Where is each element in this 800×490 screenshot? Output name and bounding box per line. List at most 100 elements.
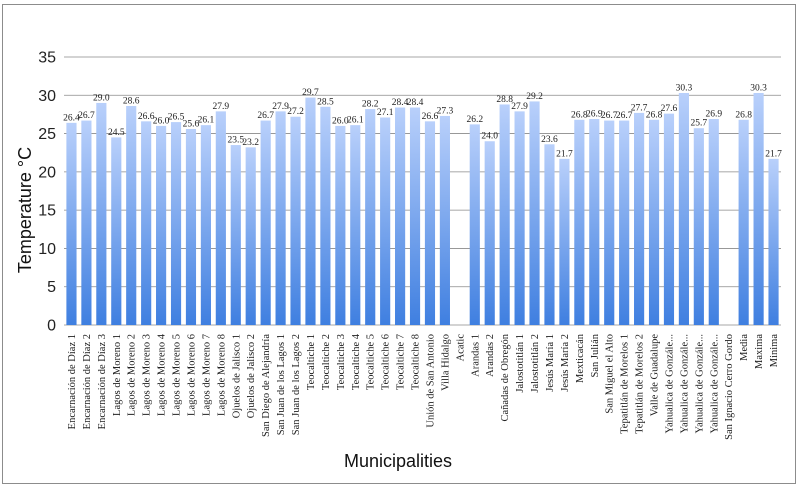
x-tick-label: Lagos de Moreno 3 [142, 334, 153, 416]
data-label: 26.2 [466, 115, 483, 125]
data-label: 27.7 [631, 103, 648, 113]
x-tick-label: Teocaltiche 3 [336, 334, 347, 390]
data-label: 21.7 [556, 149, 573, 159]
y-tick-label: 20 [38, 164, 56, 181]
bar [200, 125, 211, 325]
data-label: 29.2 [526, 92, 543, 102]
bar [111, 137, 122, 325]
x-tick-label: Jalostotitlán 1 [515, 334, 526, 393]
data-label: 27.9 [511, 102, 528, 112]
bar [589, 119, 600, 325]
bar [185, 128, 197, 325]
y-tick-label: 0 [47, 318, 56, 335]
data-label: 28.6 [123, 97, 140, 107]
data-label: 26.0 [153, 116, 170, 126]
data-label: 26.6 [138, 112, 155, 122]
data-label: 26.1 [347, 116, 364, 126]
bar [126, 106, 137, 326]
y-tick-label: 15 [38, 203, 56, 220]
data-label: 26.5 [168, 113, 185, 123]
data-labels: 26.426.729.024.528.626.626.026.525.626.1… [63, 83, 782, 159]
bar [335, 125, 346, 326]
y-tick-label: 5 [47, 279, 56, 296]
x-tick-label: Minima [769, 334, 780, 368]
data-label: 25.6 [183, 119, 200, 129]
x-tick-label: Mexticacán [575, 333, 586, 383]
data-label: 23.6 [541, 135, 558, 145]
data-label: 24.0 [481, 132, 498, 142]
x-tick-label: Jesús María 1 [545, 334, 556, 392]
y-axis-ticks: 0 5 10 15 20 25 30 35 [38, 50, 56, 335]
chart-frame: 26.4 26.7 29.0 24.5 28.6 26.6 26.0 26.5 25.6 26.1… [2, 4, 796, 484]
x-tick-label: Yahualica de Gonzále... [709, 334, 720, 434]
y-axis-title: Temperature °C [15, 147, 35, 273]
data-label: 26.8 [646, 110, 663, 120]
data-label: 27.3 [437, 106, 454, 116]
data-label: 27.1 [377, 108, 394, 118]
x-tick-label: San Ignacio Cerro Gordo [724, 334, 735, 440]
bar [678, 92, 689, 325]
data-label: 26.9 [586, 110, 603, 120]
bar [693, 128, 704, 325]
bar [275, 111, 286, 325]
bar [663, 113, 675, 325]
x-tick-label: Lagos de Moreno 2 [127, 334, 138, 416]
x-tick-label: Maxima [754, 334, 765, 369]
data-label: 26.8 [735, 110, 752, 120]
bar [380, 117, 391, 326]
bars [66, 92, 779, 326]
x-tick-label: Jalostotitlán 2 [530, 334, 541, 393]
bar [230, 145, 241, 325]
bar [81, 120, 92, 325]
bar [484, 141, 495, 325]
y-tick-label: 30 [38, 88, 56, 105]
data-label: 26.1 [198, 116, 215, 126]
bar-chart: 26.426.729.024.528.626.626.026.525.626.1… [15, 50, 782, 472]
bar [350, 125, 361, 325]
x-tick-label: Unión de San Antonio [425, 334, 436, 428]
bar [245, 147, 256, 325]
bar [141, 121, 152, 325]
x-tick-label: Arandas 1 [470, 334, 481, 377]
bar [96, 102, 107, 325]
x-tick-label: Villa Hidalgo [440, 334, 451, 391]
data-label: 26.7 [78, 111, 95, 121]
x-tick-label: Tepatitlán de Morelos 1 [620, 334, 631, 434]
x-tick-label: Teocaltiche 8 [411, 334, 422, 390]
data-label: 23.5 [227, 136, 244, 146]
x-tick-label: Yahualica de Gonzále... [679, 334, 690, 434]
data-label: 27.9 [213, 102, 230, 112]
data-label: 23.2 [242, 138, 259, 148]
x-axis-ticks: Encarnación de Díaz 1 Encarnación de Díaz… [67, 333, 780, 440]
y-tick-label: 35 [38, 50, 56, 67]
bar [439, 115, 450, 326]
data-label: 27.2 [287, 107, 304, 117]
x-tick-label: Teocaltiche 7 [396, 334, 407, 390]
x-tick-label: Media [739, 334, 750, 361]
bar [260, 120, 271, 325]
x-tick-label: Jesús María 2 [560, 334, 571, 392]
x-tick-label: Yahualica de Gonzále... [664, 334, 675, 434]
bar [395, 107, 406, 325]
bar [290, 116, 301, 326]
bar [320, 106, 331, 326]
data-label: 26.7 [257, 111, 274, 121]
x-tick-label: Cañadas de Obregón [500, 333, 511, 421]
data-label: 25.7 [691, 119, 708, 129]
bar [365, 109, 376, 325]
data-label: 26.7 [601, 111, 618, 121]
data-label: 26.8 [571, 110, 588, 120]
x-tick-label: San Miguel el Alto [605, 334, 616, 414]
bar [469, 124, 480, 325]
bar [768, 158, 779, 325]
x-tick-label: San Diego de Alejandría [261, 334, 272, 437]
data-label: 28.8 [496, 95, 513, 105]
x-tick-label: Lagos de Moreno 4 [157, 333, 168, 416]
x-tick-label: Valle de Guadalupe [650, 334, 661, 417]
x-tick-label: San Julián [590, 333, 601, 377]
data-label: 26.4 [63, 113, 80, 123]
bar [499, 104, 510, 325]
bar [738, 119, 749, 325]
x-tick-label: Encarnación de Díaz 3 [97, 334, 108, 429]
x-tick-label: Teocaltiche 4 [351, 333, 362, 390]
